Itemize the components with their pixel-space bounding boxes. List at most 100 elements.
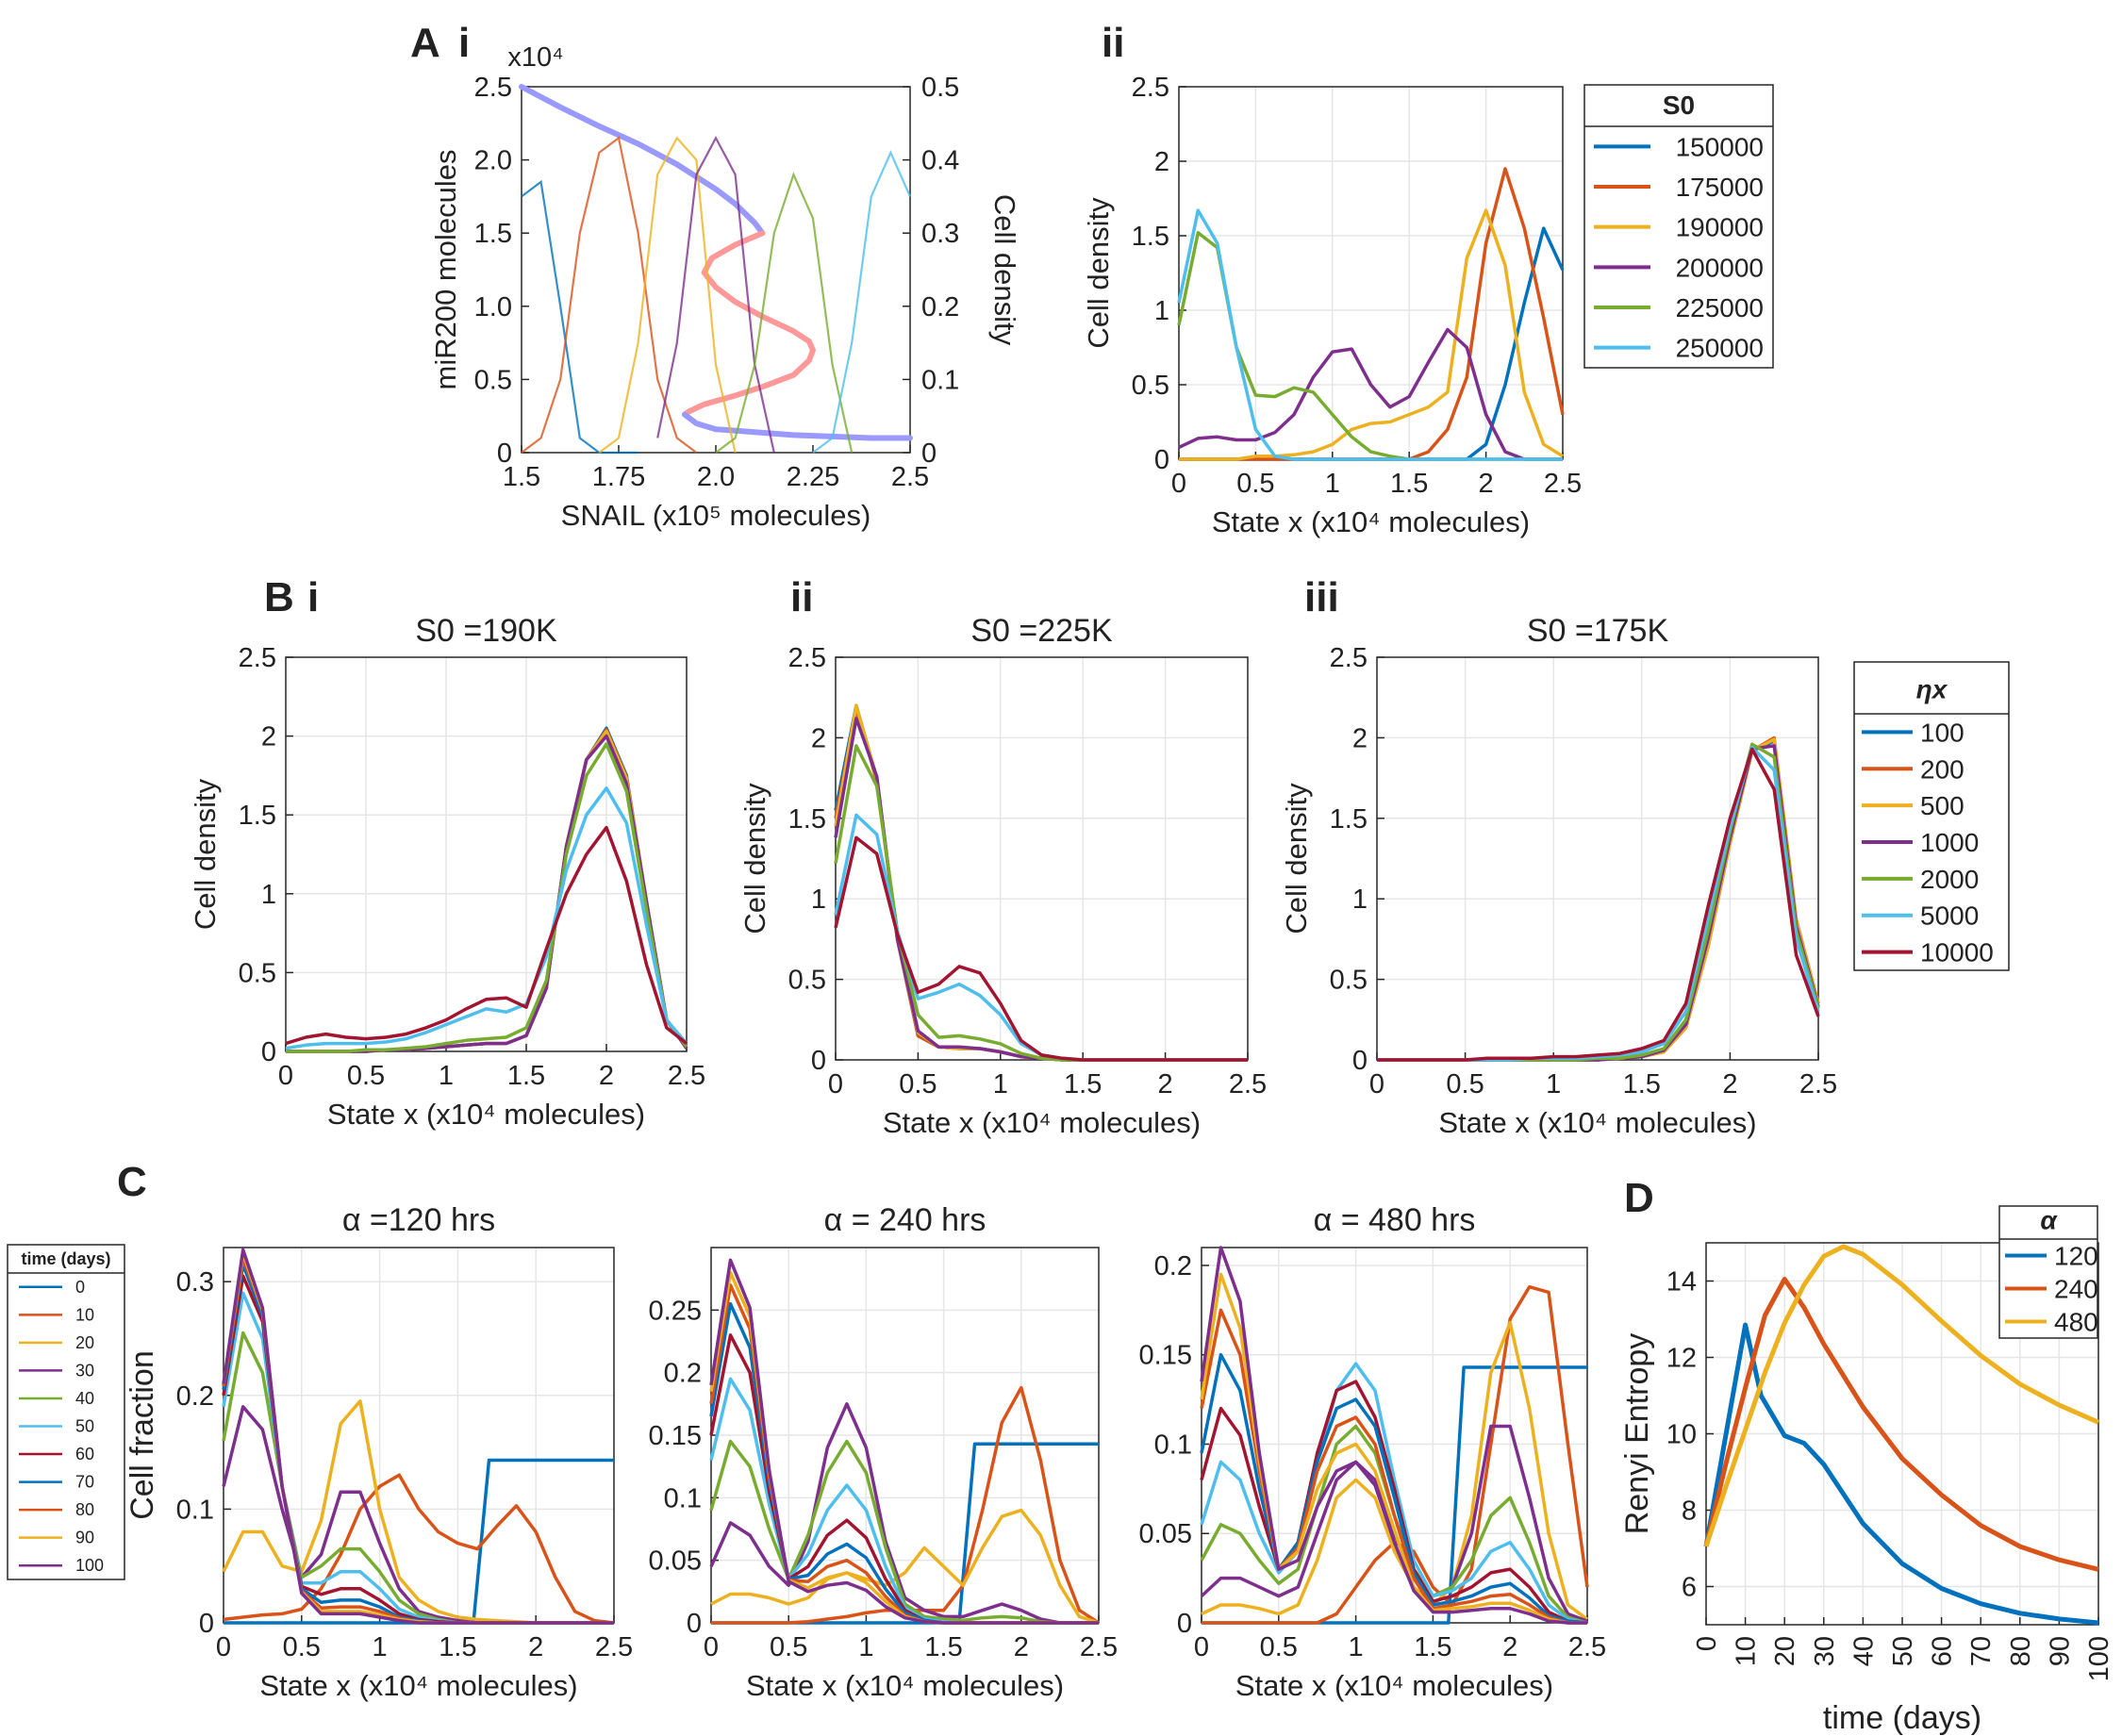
x-tick-label: 1: [993, 1069, 1008, 1099]
x-tick-label: 1: [1349, 1632, 1364, 1662]
series-line-100: [834, 703, 1248, 1062]
y-tick-label: 1: [1154, 296, 1169, 326]
y-axis-label: Cell density: [738, 783, 771, 934]
y-tick-label: 0.25: [649, 1296, 702, 1326]
legend-entry-label: 120: [2054, 1242, 2098, 1271]
series-line-5000: [285, 786, 688, 1050]
legend-entry-label: 250000: [1676, 334, 1764, 363]
y-tick-label: 1: [1352, 885, 1368, 915]
y-right-tick-label: 0.3: [921, 219, 959, 249]
plot-title: α = 480 hrs: [1314, 1202, 1476, 1238]
y-tick-label: 2: [261, 722, 276, 752]
y-tick-label: 0: [1154, 445, 1169, 475]
y-axis-label: Renyi Entropy: [1619, 1333, 1655, 1535]
series-line-2000: [1377, 742, 1820, 1062]
series-line-500: [834, 703, 1248, 1062]
x-tick-label: 2.5: [1544, 469, 1582, 499]
legend-entry-label: 80: [75, 1500, 94, 1519]
series-line-5000: [1377, 745, 1820, 1062]
x-tick-label: 2.5: [595, 1632, 633, 1662]
axes-frame: [521, 86, 911, 454]
legend-title: ηx: [1916, 675, 1948, 704]
y-tick-label: 0: [1352, 1046, 1368, 1076]
plot-b-i: 0 0.5 1 1.5 2 2.5 0 0.5 1 1.5 2 2.5 State x (x10⁴ mo…: [189, 613, 705, 1131]
y-tick-label: 0: [497, 438, 512, 469]
legend-entry-label: 500: [1920, 791, 1965, 820]
y-right-tick-label: 0.1: [921, 365, 959, 395]
legend-entry-label: 100: [1920, 718, 1965, 747]
x-tick-label: 2.5: [1080, 1632, 1118, 1662]
legend-entry-label: 200: [1920, 754, 1965, 784]
steady-state-lower-branch: [682, 411, 913, 441]
x-tick-label: 2: [528, 1632, 543, 1662]
legend-entry-label: 100: [75, 1556, 104, 1575]
series-line-20: [1201, 1320, 1589, 1621]
x-tick-label: 1: [1325, 469, 1340, 499]
x-tick-label: 0: [216, 1632, 231, 1662]
legend-entry-label: 225000: [1676, 293, 1764, 322]
y-tick-label: 0.5: [1330, 966, 1368, 996]
x-axis-label: SNAIL (x10⁵ molecules): [561, 499, 871, 532]
plot-title: S0 =175K: [1527, 613, 1669, 649]
legend-box: [7, 1244, 125, 1580]
legend-entry-label: 200000: [1676, 253, 1764, 282]
x-tick-label: 2: [1014, 1632, 1029, 1662]
density-line-225000: [715, 172, 854, 454]
y-tick-label: 1.5: [1330, 804, 1368, 835]
y-tick-label: 1: [261, 880, 276, 910]
x-tick-label: 1.5: [439, 1632, 476, 1662]
series-line-100: [222, 1248, 614, 1625]
plot-title: α = 240 hrs: [824, 1202, 986, 1238]
y-tick-label: 0.05: [649, 1546, 702, 1577]
legend-entry-label: 70: [75, 1473, 94, 1492]
series-line-10: [223, 1473, 615, 1625]
legend-entry-label: 0: [75, 1278, 85, 1297]
y-axis-multiplier: x10⁴: [507, 42, 563, 73]
x-tick-label: 1: [439, 1061, 454, 1091]
legend-entry-label: 30: [75, 1361, 94, 1380]
x-tick-label: 1.5: [507, 1061, 545, 1091]
x-tick-label: 1.5: [503, 462, 540, 492]
x-tick-label: 2: [1158, 1069, 1173, 1099]
x-tick-label: 1.5: [1414, 1632, 1451, 1662]
series-line-20: [710, 1508, 1100, 1625]
x-tick-label: 2.25: [787, 462, 839, 492]
x-tick-label: 60: [1928, 1636, 1958, 1666]
x-tick-label: 2: [1502, 1632, 1517, 1662]
y-axis-label: Cell density: [1082, 197, 1115, 349]
x-tick-label: 0: [1171, 469, 1186, 499]
x-tick-label: 50: [1888, 1636, 1918, 1666]
series-line-2000: [286, 742, 688, 1053]
panel-label-a-i: i: [458, 20, 470, 66]
steady-state-upper-branch: [519, 84, 766, 237]
series-line-1000: [834, 717, 1248, 1062]
axes-frame: [1376, 656, 1819, 1061]
series-line-200: [834, 706, 1248, 1062]
x-tick-label: 0: [704, 1632, 719, 1662]
y-tick-label: 0.2: [176, 1381, 214, 1412]
legend-entry-label: 50: [75, 1417, 94, 1436]
y-tick-label: 0.5: [239, 958, 276, 988]
y-tick-label: 0.2: [1154, 1251, 1192, 1281]
x-tick-label: 2.5: [668, 1061, 705, 1091]
y-tick-label: 10: [1666, 1420, 1697, 1450]
panel-label-c: C: [117, 1159, 147, 1205]
y-tick-label: 2.5: [239, 643, 276, 673]
y-tick-label: 1.5: [474, 219, 512, 249]
panel-label-d: D: [1624, 1175, 1654, 1221]
y-tick-label: 2.5: [474, 73, 512, 103]
y-tick-label: 2.0: [474, 146, 512, 176]
panel-label-a: A: [410, 20, 440, 66]
legend-entry-label: 40: [75, 1389, 94, 1408]
plot-b-iii: 0 0.5 1 1.5 2 2.5 0 0.5 1 1.5 2 2.5 State x (x10⁴ mo…: [1280, 613, 1837, 1139]
y-right-axis-label: Cell density: [988, 194, 1021, 346]
legend-alpha: α 120 240 480: [1998, 1205, 2098, 1339]
y-tick-label: 1.5: [788, 804, 826, 835]
y-tick-label: 0.5: [474, 365, 512, 395]
x-axis-label: State x (x10⁴ molecules): [1235, 1669, 1553, 1702]
x-tick-label: 90: [2045, 1636, 2075, 1666]
x-tick-label: 20: [1770, 1636, 1800, 1666]
y-axis-label: Cell density: [1280, 783, 1313, 934]
